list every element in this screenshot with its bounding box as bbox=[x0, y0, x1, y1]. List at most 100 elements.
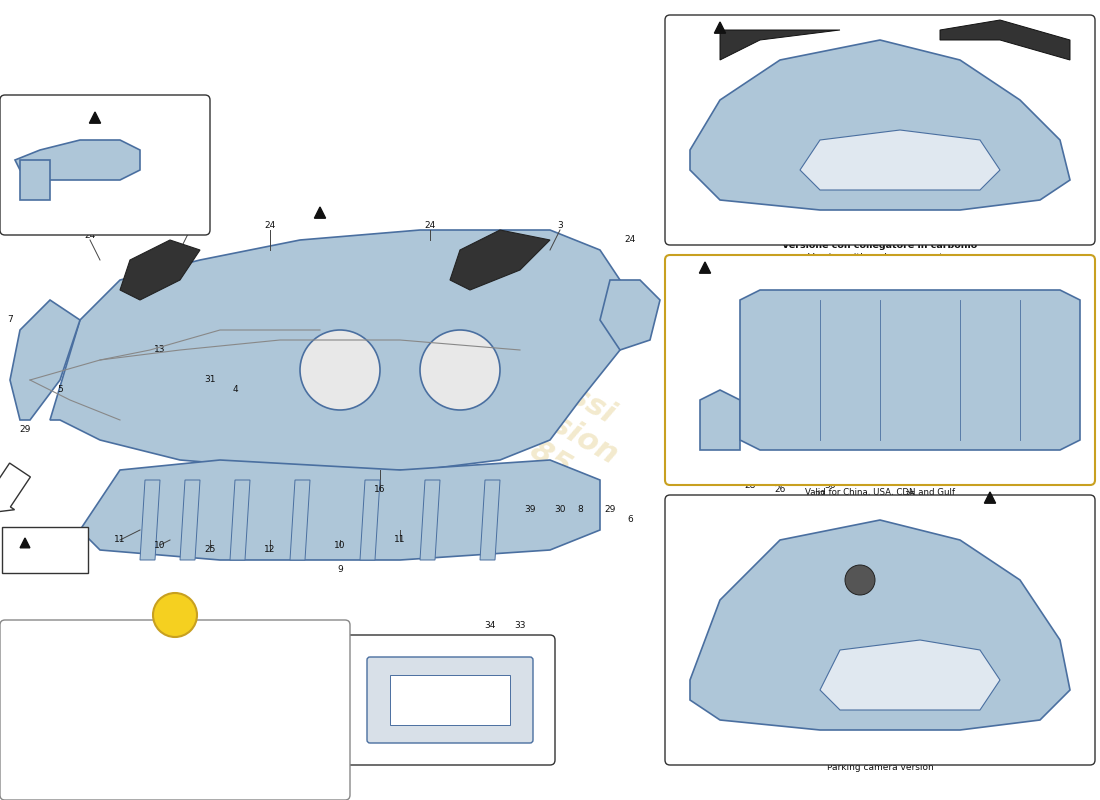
Text: 3: 3 bbox=[557, 221, 563, 230]
Text: 7: 7 bbox=[7, 315, 13, 325]
Text: 31: 31 bbox=[205, 375, 216, 385]
Polygon shape bbox=[50, 230, 620, 470]
Text: 32: 32 bbox=[154, 186, 166, 194]
Polygon shape bbox=[20, 538, 30, 548]
Polygon shape bbox=[290, 480, 310, 560]
Polygon shape bbox=[360, 480, 379, 560]
Polygon shape bbox=[600, 280, 660, 350]
Text: 24: 24 bbox=[625, 235, 636, 245]
Polygon shape bbox=[740, 290, 1080, 450]
Text: 34: 34 bbox=[484, 621, 496, 630]
Text: 9: 9 bbox=[337, 566, 343, 574]
Text: 28: 28 bbox=[745, 501, 756, 510]
Text: 24: 24 bbox=[85, 230, 96, 239]
Polygon shape bbox=[480, 480, 501, 560]
Text: 24: 24 bbox=[425, 221, 436, 230]
Text: 19: 19 bbox=[924, 495, 936, 505]
Text: 23: 23 bbox=[874, 261, 886, 270]
Text: 6: 6 bbox=[627, 515, 632, 525]
Text: 13: 13 bbox=[154, 346, 166, 354]
FancyBboxPatch shape bbox=[666, 15, 1094, 245]
Polygon shape bbox=[800, 130, 1000, 190]
Text: 20: 20 bbox=[874, 495, 886, 505]
Text: 22: 22 bbox=[764, 15, 776, 25]
Text: 4: 4 bbox=[232, 386, 238, 394]
Text: 39: 39 bbox=[525, 506, 536, 514]
Text: 33: 33 bbox=[515, 621, 526, 630]
Text: 2: 2 bbox=[187, 221, 192, 230]
Text: 27: 27 bbox=[965, 261, 976, 270]
Text: 21: 21 bbox=[1065, 26, 1076, 34]
Text: Versione parking camera: Versione parking camera bbox=[824, 750, 936, 759]
Circle shape bbox=[300, 330, 379, 410]
Text: 26: 26 bbox=[774, 486, 785, 494]
Text: 18: 18 bbox=[794, 495, 805, 505]
Text: 26: 26 bbox=[924, 261, 936, 270]
Text: 15: 15 bbox=[1054, 261, 1066, 270]
Text: 11: 11 bbox=[394, 535, 406, 545]
Text: 38: 38 bbox=[794, 261, 805, 270]
Text: 27: 27 bbox=[814, 490, 826, 499]
Polygon shape bbox=[820, 640, 1000, 710]
Polygon shape bbox=[720, 30, 840, 60]
Text: 8: 8 bbox=[578, 506, 583, 514]
Text: 12: 12 bbox=[264, 546, 276, 554]
Text: 5: 5 bbox=[57, 386, 63, 394]
Circle shape bbox=[153, 593, 197, 637]
Polygon shape bbox=[20, 160, 50, 200]
Text: 28: 28 bbox=[745, 481, 756, 490]
Text: 17: 17 bbox=[714, 515, 726, 525]
Polygon shape bbox=[450, 230, 550, 290]
Text: Vale per Cina, USA, CDN e Golfo: Vale per Cina, USA, CDN e Golfo bbox=[811, 475, 949, 485]
Polygon shape bbox=[15, 140, 140, 180]
Polygon shape bbox=[230, 480, 250, 560]
Text: 37: 37 bbox=[834, 261, 846, 270]
Polygon shape bbox=[700, 390, 740, 450]
FancyBboxPatch shape bbox=[0, 620, 350, 800]
Text: 17: 17 bbox=[44, 201, 56, 210]
Text: 22: 22 bbox=[975, 21, 986, 30]
Text: Vetture non interessate dalla modifica:: Vetture non interessate dalla modifica: bbox=[15, 641, 207, 650]
Polygon shape bbox=[700, 262, 711, 274]
Text: 10: 10 bbox=[154, 541, 166, 550]
Text: Versione con collegatore in carbonio: Versione con collegatore in carbonio bbox=[782, 241, 978, 250]
Text: = 1: = 1 bbox=[55, 540, 74, 550]
Text: 28: 28 bbox=[95, 161, 106, 170]
Text: 29: 29 bbox=[604, 506, 616, 514]
FancyBboxPatch shape bbox=[345, 635, 556, 765]
Circle shape bbox=[420, 330, 500, 410]
Text: 11: 11 bbox=[114, 535, 125, 545]
FancyBboxPatch shape bbox=[390, 675, 510, 725]
Text: A: A bbox=[170, 609, 179, 622]
Polygon shape bbox=[420, 480, 440, 560]
Polygon shape bbox=[714, 22, 726, 33]
FancyBboxPatch shape bbox=[0, 95, 210, 235]
Polygon shape bbox=[80, 460, 600, 560]
Polygon shape bbox=[140, 480, 159, 560]
Text: Vehicles not involved in the modification:: Vehicles not involved in the modificatio… bbox=[15, 666, 218, 674]
Text: 10: 10 bbox=[334, 541, 345, 550]
Text: 38: 38 bbox=[1004, 261, 1015, 270]
FancyBboxPatch shape bbox=[666, 255, 1094, 485]
Text: 16: 16 bbox=[374, 486, 386, 494]
Polygon shape bbox=[180, 480, 200, 560]
Polygon shape bbox=[984, 492, 996, 503]
FancyBboxPatch shape bbox=[666, 495, 1094, 765]
Text: Parking camera version: Parking camera version bbox=[826, 762, 934, 771]
Text: 36: 36 bbox=[824, 481, 836, 490]
Text: 29: 29 bbox=[20, 426, 31, 434]
FancyArrow shape bbox=[0, 463, 31, 513]
Text: Vale per... vedi descrizione: Vale per... vedi descrizione bbox=[393, 741, 508, 750]
Text: 30: 30 bbox=[554, 506, 565, 514]
Polygon shape bbox=[10, 300, 80, 420]
Text: chassi
apassion
1985: chassi apassion 1985 bbox=[460, 340, 640, 500]
Circle shape bbox=[845, 565, 875, 595]
FancyBboxPatch shape bbox=[367, 657, 534, 743]
Text: Valid for... see description: Valid for... see description bbox=[395, 753, 506, 762]
Text: 28: 28 bbox=[75, 186, 86, 194]
Text: Version with carbon connector: Version with carbon connector bbox=[807, 254, 953, 262]
Text: 96769, 96802, 96819, 96864, 96866, 96907, 96975,: 96769, 96802, 96819, 96864, 96866, 96907… bbox=[15, 715, 241, 725]
Polygon shape bbox=[940, 20, 1070, 60]
Text: 35: 35 bbox=[904, 490, 915, 499]
Text: 25: 25 bbox=[205, 546, 216, 554]
